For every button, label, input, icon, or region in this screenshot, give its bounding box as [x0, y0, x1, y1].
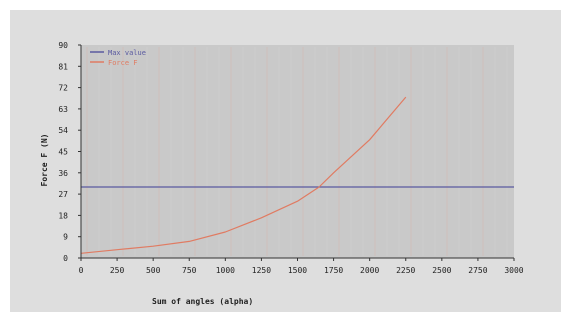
y-tick-labels: 0 9 18 27 36 45 54 63 72 81 90 [58, 41, 81, 263]
x-tick-label: 750 [182, 266, 197, 275]
y-tick-label: 54 [58, 126, 68, 135]
x-tick-label: 250 [110, 266, 125, 275]
x-tick-label: 500 [146, 266, 161, 275]
series-layer [80, 96, 514, 254]
y-tick-label: 81 [58, 62, 68, 71]
x-tick-label: 2000 [360, 266, 379, 275]
x-tick-label: 2750 [468, 266, 487, 275]
y-tick-label: 36 [58, 169, 68, 178]
plot-area [81, 45, 514, 258]
y-tick-label: 72 [58, 84, 68, 93]
y-tick-label: 45 [58, 148, 68, 157]
legend-label: Max value [108, 49, 146, 57]
x-tick-label: 2500 [432, 266, 451, 275]
x-axis-title: Sum of angles (alpha) [152, 297, 253, 306]
y-tick-label: 90 [58, 41, 68, 50]
legend: Max value Force F [90, 49, 146, 67]
series-line-force-f [80, 96, 407, 254]
legend-label: Force F [108, 59, 138, 67]
y-tick-label: 0 [63, 254, 68, 263]
x-tick-label: 1000 [216, 266, 235, 275]
x-tick-label: 1250 [252, 266, 271, 275]
x-tick-label: 3000 [504, 266, 523, 275]
x-tick-label: 1500 [288, 266, 307, 275]
y-tick-label: 18 [58, 211, 68, 220]
y-tick-label: 27 [58, 190, 68, 199]
x-tick-labels: 0 250 500 750 1000 1250 1500 1750 2000 2250 2500 27… [79, 258, 524, 275]
x-tick-label: 1750 [324, 266, 343, 275]
x-tick-label: 2250 [396, 266, 415, 275]
x-tick-label: 0 [79, 266, 84, 275]
y-axis-title: Force F (N) [40, 134, 49, 187]
y-tick-label: 63 [58, 105, 68, 114]
plot-texture [86, 47, 508, 256]
y-tick-label: 9 [63, 233, 68, 242]
